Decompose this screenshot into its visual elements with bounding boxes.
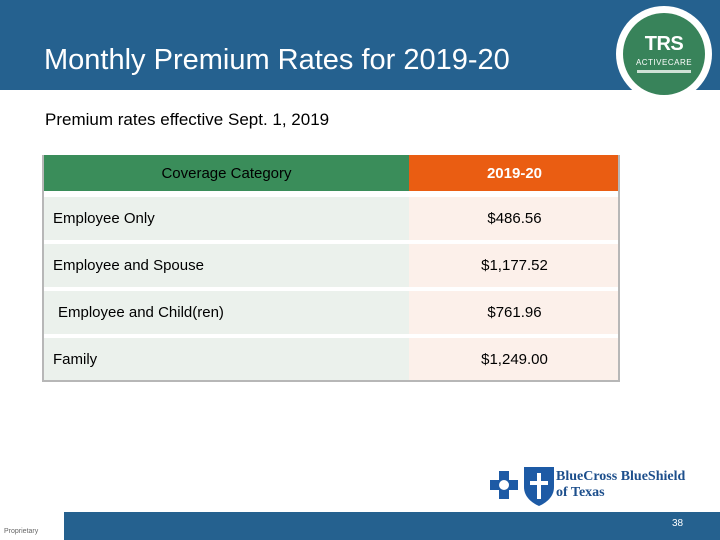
page-title: Monthly Premium Rates for 2019-20 [44, 44, 510, 76]
footer-bar [64, 512, 720, 540]
logo-subtext: ACTIVECARE [635, 58, 693, 67]
table-row: Employee and Child(ren) $761.96 [44, 291, 620, 334]
shield-icon [524, 467, 554, 506]
table-row: Employee Only $486.56 [44, 197, 620, 240]
category-cell: Family [44, 338, 409, 381]
logo-tagline-bar [637, 70, 691, 73]
rate-cell: $761.96 [409, 291, 620, 334]
sponsor-line-2: of Texas [556, 485, 605, 500]
table-header-row: Coverage Category 2019-20 [44, 155, 620, 191]
proprietary-label: Proprietary [4, 528, 39, 535]
table-row: Family $1,249.00 [44, 338, 620, 381]
logo-text: TRS [644, 33, 684, 55]
header-bar: Monthly Premium Rates for 2019-20 TRS AC… [0, 0, 720, 102]
category-cell: Employee and Spouse [44, 244, 409, 287]
trs-activecare-logo: TRS ACTIVECARE [616, 6, 712, 102]
subtitle: Premium rates effective Sept. 1, 2019 [45, 110, 330, 129]
category-cell: Employee and Child(ren) [44, 291, 409, 334]
column-header-category: Coverage Category [44, 155, 409, 191]
rate-cell: $1,177.52 [409, 244, 620, 287]
rate-cell: $486.56 [409, 197, 620, 240]
rate-cell: $1,249.00 [409, 338, 620, 381]
premium-rates-table: Coverage Category 2019-20 Employee Only … [44, 155, 620, 385]
bcbs-texas-logo: BlueCross BlueShield of Texas [490, 465, 702, 511]
column-header-year: 2019-20 [409, 155, 620, 191]
page-number: 38 [672, 518, 684, 529]
table-row: Employee and Spouse $1,177.52 [44, 244, 620, 287]
category-cell: Employee Only [44, 197, 409, 240]
sponsor-name: BlueCross BlueShield of Texas [556, 469, 685, 501]
logo-badge: TRS ACTIVECARE [623, 13, 705, 95]
sponsor-line-1: BlueCross BlueShield [556, 469, 686, 484]
cross-icon [490, 471, 518, 499]
